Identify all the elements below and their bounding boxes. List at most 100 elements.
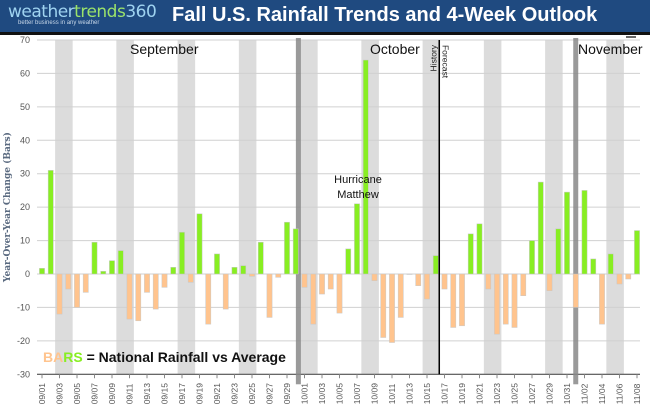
bar-10/28 (537, 181, 544, 275)
bar-09/17 (179, 231, 185, 275)
bar-09/01 (39, 268, 45, 275)
bar-11/03 (590, 258, 597, 275)
bar-10/23 (494, 273, 500, 335)
bar-10/05 (336, 273, 343, 314)
annotation-hurricane-1: Hurricane (334, 174, 382, 186)
bar-10/02 (310, 273, 317, 325)
y-tick-label: 10 (20, 236, 30, 246)
x-tick-label: 10/17 (440, 383, 450, 405)
bar-09/15 (161, 273, 168, 288)
bar-10/26 (520, 273, 527, 296)
bar-10/13 (406, 273, 413, 275)
month-label: October (370, 41, 420, 57)
bar-10/07 (354, 203, 360, 275)
logo: weathertrends360 (8, 2, 157, 22)
x-tick-label: 09/03 (55, 383, 65, 405)
bar-09/24 (240, 265, 247, 275)
bar-09/30 (292, 228, 299, 275)
x-tick-label: 09/25 (247, 383, 257, 405)
bar-11/04 (599, 273, 605, 325)
bar-09/13 (144, 273, 150, 293)
x-tick-label: 10/01 (300, 383, 310, 405)
x-tick-label: 10/03 (317, 383, 327, 405)
bar-09/29 (284, 221, 290, 275)
x-tick-label: 09/21 (212, 383, 222, 405)
bar-10/31 (564, 191, 570, 275)
bar-11/07 (625, 273, 632, 280)
x-tick-label: 10/25 (510, 383, 520, 405)
corner-mark (626, 36, 636, 38)
bar-10/09 (371, 273, 378, 281)
bar-10/21 (476, 223, 483, 275)
bar-09/22 (222, 273, 229, 310)
x-tick-label: 11/08 (632, 383, 642, 404)
x-tick-label: 09/27 (265, 383, 275, 405)
x-tick-label: 10/29 (545, 383, 555, 405)
bar-11/02 (581, 190, 588, 275)
month-divider (573, 37, 579, 385)
bar-10/30 (555, 228, 562, 275)
bar-09/03 (56, 273, 63, 315)
x-tick-label: 09/05 (72, 383, 82, 405)
bar-10/14 (415, 273, 422, 286)
x-tick-label: 10/23 (492, 383, 502, 405)
bar-09/26 (257, 241, 264, 275)
y-tick-label: 20 (20, 202, 30, 212)
month-label: September (130, 41, 199, 57)
legend: BARS = National Rainfall vs Average (43, 349, 286, 365)
x-tick-label: 09/01 (37, 383, 47, 405)
x-tick-label: 11/06 (615, 383, 625, 404)
bar-10/12 (397, 273, 404, 318)
x-tick-label: 10/11 (387, 383, 397, 404)
bar-10/06 (345, 248, 352, 275)
bar-10/04 (327, 273, 334, 290)
bar-09/06 (82, 273, 89, 293)
bar-10/15 (424, 273, 430, 300)
header-bar: weathertrends360 better business in any … (0, 0, 650, 35)
x-tick-label: 09/23 (230, 383, 240, 405)
logo-tagline: better business in any weather (18, 20, 100, 26)
bar-09/27 (266, 273, 273, 318)
bar-09/02 (47, 170, 54, 275)
bar-10/17 (441, 273, 448, 290)
x-tick-label: 11/04 (597, 383, 607, 404)
x-tick-label: 09/19 (195, 383, 205, 405)
bar-09/19 (196, 213, 203, 275)
bar-10/19 (459, 273, 465, 327)
bar-09/28 (275, 273, 282, 278)
y-tick-label: -30 (17, 369, 30, 379)
bar-09/12 (135, 273, 142, 322)
history-label: History (428, 44, 438, 71)
y-tick-label: 50 (20, 102, 30, 112)
bar-10/24 (502, 273, 509, 325)
x-tick-label: 10/13 (405, 383, 415, 405)
bar-09/04 (65, 273, 72, 290)
month-divider (295, 37, 301, 385)
legend-text: RS (63, 349, 82, 365)
bar-10/22 (485, 273, 492, 290)
y-axis-label: Year-Over-Year Change (Bars) (2, 132, 13, 283)
bar-11/05 (607, 253, 614, 275)
bar-09/10 (117, 250, 124, 275)
y-tick-label: 70 (20, 35, 30, 45)
y-tick-label: -10 (17, 302, 30, 312)
x-tick-label: 09/17 (177, 383, 187, 405)
annotation-hurricane-2: Matthew (337, 189, 379, 201)
x-tick-label: 10/31 (562, 383, 572, 405)
y-tick-label: 30 (20, 169, 30, 179)
bar-09/08 (100, 271, 107, 275)
x-tick-label: 09/07 (90, 383, 100, 405)
legend-text: = National Rainfall vs Average (83, 349, 286, 365)
bar-09/11 (126, 273, 133, 320)
bar-10/18 (450, 273, 457, 328)
bar-11/06 (616, 273, 623, 285)
bar-10/10 (380, 273, 387, 338)
chart-title: Fall U.S. Rainfall Trends and 4-Week Out… (172, 4, 598, 26)
month-label: November (578, 41, 643, 57)
bar-09/23 (231, 267, 238, 275)
bar-10/01 (301, 273, 308, 288)
bar-10/20 (467, 233, 474, 275)
bar-10/25 (511, 273, 518, 328)
x-tick-label: 09/11 (125, 383, 135, 404)
